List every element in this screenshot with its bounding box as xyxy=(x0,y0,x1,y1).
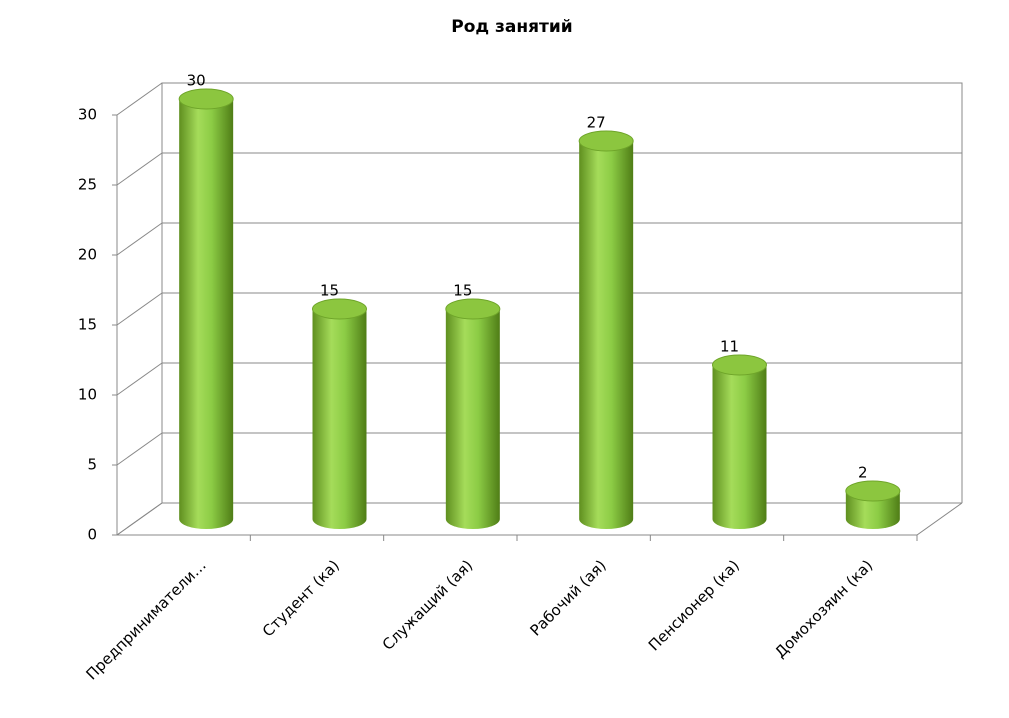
data-label: 15 xyxy=(453,282,472,300)
x-tick-label: Рабочий (ая) xyxy=(526,556,609,639)
grid-line-side xyxy=(116,222,163,256)
bar xyxy=(445,299,500,529)
bar xyxy=(712,355,767,529)
data-label: 2 xyxy=(858,464,868,482)
data-label: 15 xyxy=(320,282,339,300)
back-wall xyxy=(116,82,963,536)
grid-line-side xyxy=(116,82,163,116)
data-label: 30 xyxy=(187,72,206,90)
y-tick-label: 10 xyxy=(78,386,97,404)
x-tick-label: Пенсионер (ка) xyxy=(645,556,743,654)
floor-edge xyxy=(117,502,963,536)
x-tick-label: Домохозяин (ка) xyxy=(771,556,876,661)
data-label: 27 xyxy=(587,114,606,132)
grid-line-side xyxy=(116,362,163,396)
y-tick-label: 5 xyxy=(87,456,97,474)
grid-line-side xyxy=(116,502,163,536)
bar-top xyxy=(445,298,501,320)
bar-top xyxy=(712,354,767,376)
x-tick-label: Предприниматели… xyxy=(83,556,210,683)
bar xyxy=(579,131,634,529)
y-tick-label: 30 xyxy=(78,106,97,124)
bar-top xyxy=(845,480,901,502)
grid-line-side xyxy=(116,432,163,466)
bar-top xyxy=(312,298,367,320)
grid-line-side xyxy=(116,152,163,186)
bar-top xyxy=(578,130,634,152)
x-tick-label: Студент (ка) xyxy=(259,556,343,640)
y-tick-label: 25 xyxy=(78,176,97,194)
y-tick-label: 0 xyxy=(87,526,97,544)
chart-title: Род занятий xyxy=(451,17,572,37)
y-tick-label: 20 xyxy=(78,246,97,264)
bar xyxy=(179,89,234,529)
bar-top xyxy=(178,88,234,110)
y-tick-label: 15 xyxy=(78,316,97,334)
x-tick-label: Служащий (ая) xyxy=(379,556,477,654)
data-label: 11 xyxy=(720,338,739,356)
grid-line-side xyxy=(116,292,163,326)
bar xyxy=(312,299,367,529)
